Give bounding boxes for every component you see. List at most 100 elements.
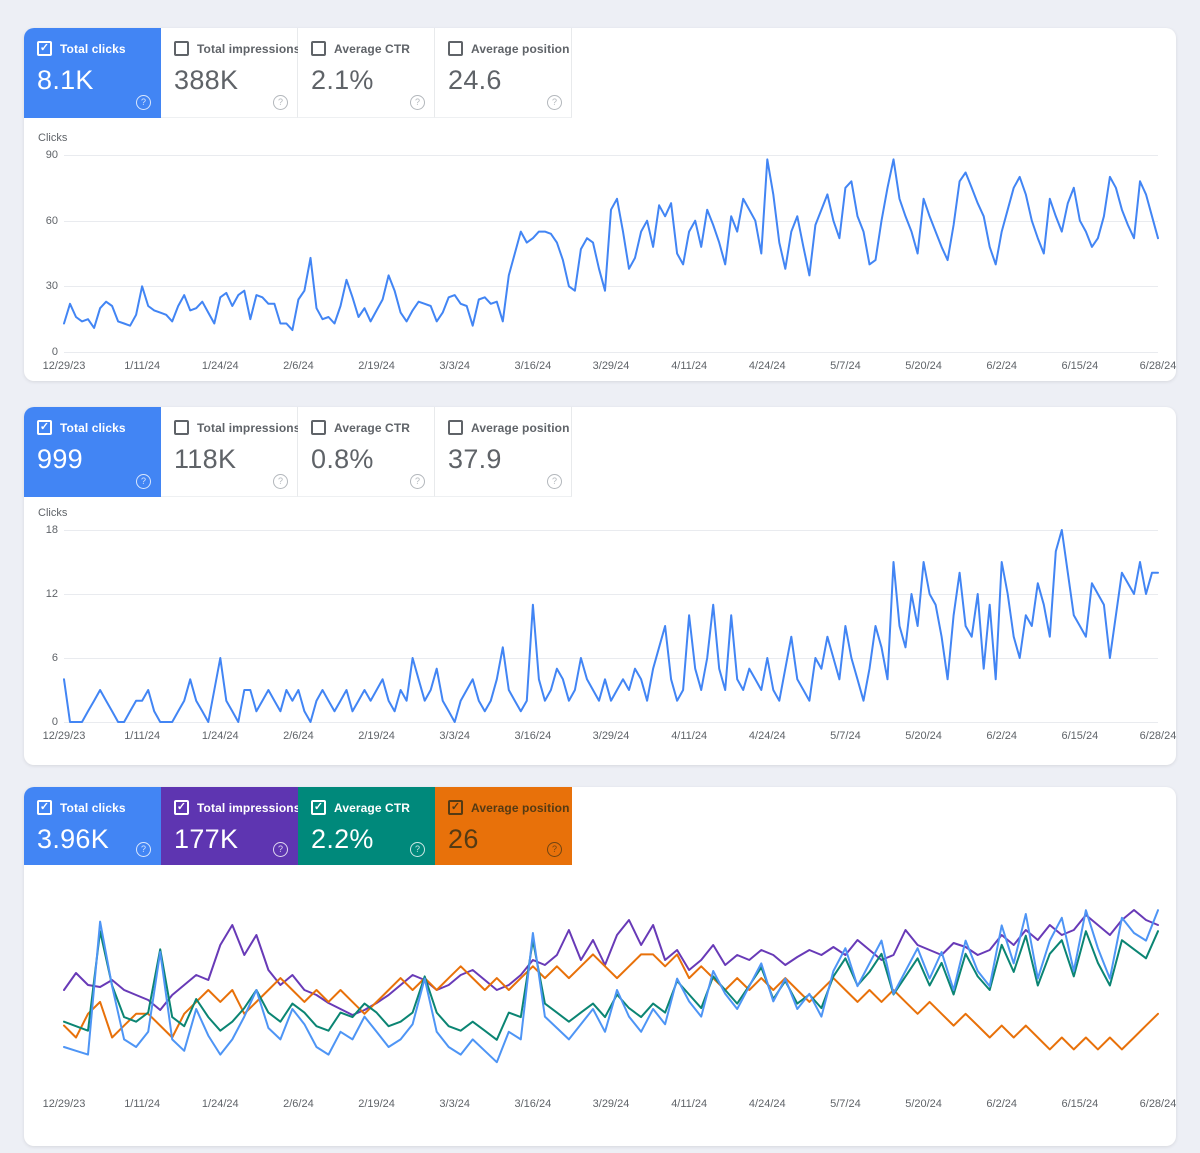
combined-metrics-line-chart[interactable]: 12/29/23 1/11/24 1/24/24 2/6/24 2/19/24 3/3/2… <box>24 865 1176 1146</box>
x-axis-label: 1/24/24 <box>201 360 239 372</box>
metric-label: Total clicks <box>60 420 126 435</box>
help-icon[interactable]: ? <box>410 474 425 489</box>
help-icon[interactable]: ? <box>410 95 425 110</box>
metric-label: Total impressions <box>197 420 301 435</box>
x-axis-label: 3/3/24 <box>439 360 470 372</box>
x-axis-label: 4/24/24 <box>748 360 786 372</box>
help-icon[interactable]: ? <box>273 842 288 857</box>
checkbox-icon[interactable] <box>174 41 189 56</box>
x-axis-label: 2/6/24 <box>283 360 314 372</box>
series-line-total-clicks <box>63 529 1159 723</box>
help-icon[interactable]: ? <box>547 842 562 857</box>
gridline <box>64 658 1158 659</box>
chart-plot-area[interactable] <box>24 497 1176 765</box>
x-axis-label: 4/11/24 <box>671 730 708 742</box>
metric-value: 8.1K <box>37 65 94 95</box>
x-axis-label: 3/16/24 <box>514 730 552 742</box>
checkbox-icon[interactable]: ✓ <box>311 800 326 815</box>
x-axis-label: 4/24/24 <box>748 1098 786 1110</box>
metric-card-average-ctr[interactable]: ✓ Average CTR 2.2% ? <box>298 787 435 865</box>
y-axis-label: 18 <box>45 524 58 536</box>
metric-label: Average CTR <box>334 41 411 56</box>
x-axis-label: 6/15/24 <box>1061 1098 1099 1110</box>
gridline <box>64 594 1158 595</box>
metric-card-average-position[interactable]: Average position 37.9 ? <box>435 407 572 497</box>
help-icon[interactable]: ? <box>547 95 562 110</box>
x-axis-label: 12/29/23 <box>42 1098 86 1110</box>
gridline <box>64 286 1158 288</box>
checkbox-icon[interactable]: ✓ <box>37 800 52 815</box>
checkbox-icon[interactable] <box>448 41 463 56</box>
y-axis-label: 0 <box>51 346 58 358</box>
y-axis-label: 60 <box>45 214 58 227</box>
x-axis-label: 6/28/24 <box>1139 360 1177 372</box>
x-axis-label: 3/29/24 <box>592 1098 630 1110</box>
performance-panel-1: ✓ Total clicks 8.1K ? Total impressions 3… <box>24 28 1176 381</box>
metric-card-total-clicks[interactable]: ✓ Total clicks 8.1K ? <box>24 28 161 118</box>
x-axis-label: 6/28/24 <box>1139 730 1177 742</box>
checkbox-icon[interactable] <box>311 420 326 435</box>
help-icon[interactable]: ? <box>136 842 151 857</box>
help-icon[interactable]: ? <box>410 842 425 857</box>
checkbox-icon[interactable] <box>174 420 189 435</box>
metric-value: 2.2% <box>311 824 374 854</box>
x-axis-label: 1/24/24 <box>201 730 239 742</box>
clicks-line-chart[interactable]: Clicks 90 60 30 0 12/29/23 1/11/24 1/24/24 2/6/2… <box>24 118 1176 381</box>
gridline <box>64 530 1158 531</box>
x-axis-label: 4/24/24 <box>748 730 786 742</box>
checkbox-icon[interactable]: ✓ <box>448 800 463 815</box>
x-axis-label: 5/7/24 <box>830 360 861 372</box>
metric-value: 26 <box>448 824 479 854</box>
metric-cards-row: ✓ Total clicks 3.96K ? ✓ Total impressions… <box>24 787 1176 865</box>
metric-card-average-ctr[interactable]: Average CTR 2.1% ? <box>298 28 435 118</box>
metric-card-total-impressions[interactable]: ✓ Total impressions 177K ? <box>161 787 301 865</box>
x-axis-label: 5/20/24 <box>905 360 942 372</box>
clicks-line-chart[interactable]: Clicks 18 12 6 0 12/29/23 1/11/24 1/24/24 2/6/24… <box>24 497 1176 765</box>
help-icon[interactable]: ? <box>136 95 151 110</box>
x-axis-label: 1/11/24 <box>124 360 161 372</box>
metric-value: 24.6 <box>448 65 502 95</box>
metric-label: Total impressions <box>197 41 301 56</box>
metric-card-total-clicks[interactable]: ✓ Total clicks 3.96K ? <box>24 787 161 865</box>
series-line-total-clicks <box>63 909 1159 1064</box>
help-icon[interactable]: ? <box>273 474 288 489</box>
gridline <box>64 352 1158 353</box>
x-axis-label: 3/16/24 <box>514 1098 552 1110</box>
performance-panel-2: ✓ Total clicks 999 ? Total impressions 11… <box>24 407 1176 765</box>
metric-value: 388K <box>174 65 239 95</box>
help-icon[interactable]: ? <box>273 95 288 110</box>
metric-card-average-ctr[interactable]: Average CTR 0.8% ? <box>298 407 435 497</box>
help-icon[interactable]: ? <box>547 474 562 489</box>
metric-value: 37.9 <box>448 444 502 474</box>
x-axis-label: 5/7/24 <box>830 1098 861 1110</box>
metric-value: 177K <box>174 824 239 854</box>
x-axis-label: 6/2/24 <box>986 360 1017 372</box>
x-axis-label: 1/11/24 <box>124 1098 161 1110</box>
chart-plot-area[interactable] <box>24 118 1176 381</box>
checkbox-icon[interactable] <box>311 41 326 56</box>
metric-card-total-impressions[interactable]: Total impressions 388K ? <box>161 28 301 118</box>
checkbox-icon[interactable] <box>448 420 463 435</box>
y-axis-title: Clicks <box>38 132 68 144</box>
x-axis-label: 2/6/24 <box>283 730 314 742</box>
x-axis-label: 3/29/24 <box>592 360 630 372</box>
metric-card-average-position[interactable]: ✓ Average position 26 ? <box>435 787 572 865</box>
help-icon[interactable]: ? <box>136 474 151 489</box>
series-line-total-clicks <box>63 158 1159 332</box>
series-line-total-impressions <box>63 909 1159 1016</box>
x-axis-label: 2/19/24 <box>358 1098 395 1110</box>
x-axis-label: 4/11/24 <box>671 360 708 372</box>
x-axis-label: 4/11/24 <box>671 1098 708 1110</box>
chart-plot-area[interactable] <box>24 865 1176 1146</box>
metric-card-total-clicks[interactable]: ✓ Total clicks 999 ? <box>24 407 161 497</box>
metric-card-average-position[interactable]: Average position 24.6 ? <box>435 28 572 118</box>
metric-card-total-impressions[interactable]: Total impressions 118K ? <box>161 407 301 497</box>
checkbox-icon[interactable]: ✓ <box>37 41 52 56</box>
checkbox-icon[interactable]: ✓ <box>37 420 52 435</box>
x-axis-label: 12/29/23 <box>42 730 86 742</box>
performance-panel-3: ✓ Total clicks 3.96K ? ✓ Total impressions… <box>24 787 1176 1146</box>
x-axis-label: 5/20/24 <box>905 1098 942 1110</box>
y-axis-title: Clicks <box>38 507 68 519</box>
checkbox-icon[interactable]: ✓ <box>174 800 189 815</box>
metric-label: Total impressions <box>197 800 301 815</box>
